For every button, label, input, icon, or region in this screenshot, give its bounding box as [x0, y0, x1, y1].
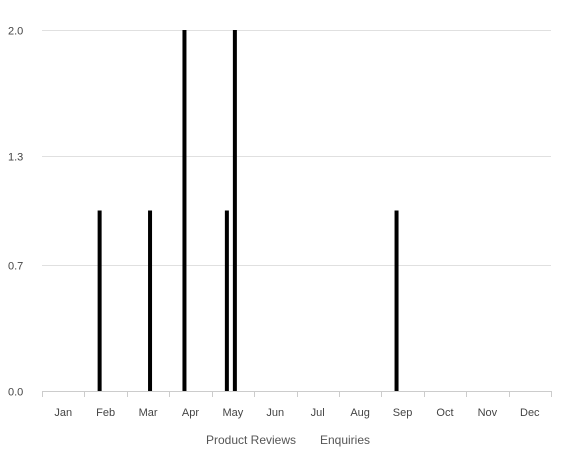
y-tick-label: 0.7 — [8, 261, 23, 273]
legend-item[interactable]: Product Reviews — [206, 433, 296, 447]
y-tick-label: 1.3 — [8, 152, 23, 164]
y-tick-label: 2.0 — [8, 26, 23, 38]
x-tick-label: May — [222, 407, 243, 419]
bar-product-reviews — [97, 210, 102, 391]
bar-product-reviews — [182, 30, 187, 391]
bar-enquiries — [148, 210, 153, 391]
x-tick-label: Aug — [350, 407, 370, 419]
x-tick-label: Mar — [139, 407, 158, 419]
x-tick-label: Oct — [436, 407, 453, 419]
bar-product-reviews — [394, 210, 399, 391]
bar-product-reviews — [224, 210, 229, 391]
y-tick-label: 0.0 — [8, 387, 23, 399]
x-tick-label: Jan — [54, 407, 72, 419]
x-tick-label: Jun — [266, 407, 284, 419]
x-tick-label: Dec — [520, 407, 540, 419]
x-tick-label: Nov — [478, 407, 498, 419]
x-tick-label: Apr — [182, 407, 199, 419]
x-tick-label: Feb — [96, 407, 115, 419]
x-tick-label: Jul — [311, 407, 325, 419]
legend-item[interactable]: Enquiries — [320, 433, 370, 447]
x-tick-label: Sep — [393, 407, 413, 419]
bar-enquiries — [232, 30, 237, 391]
